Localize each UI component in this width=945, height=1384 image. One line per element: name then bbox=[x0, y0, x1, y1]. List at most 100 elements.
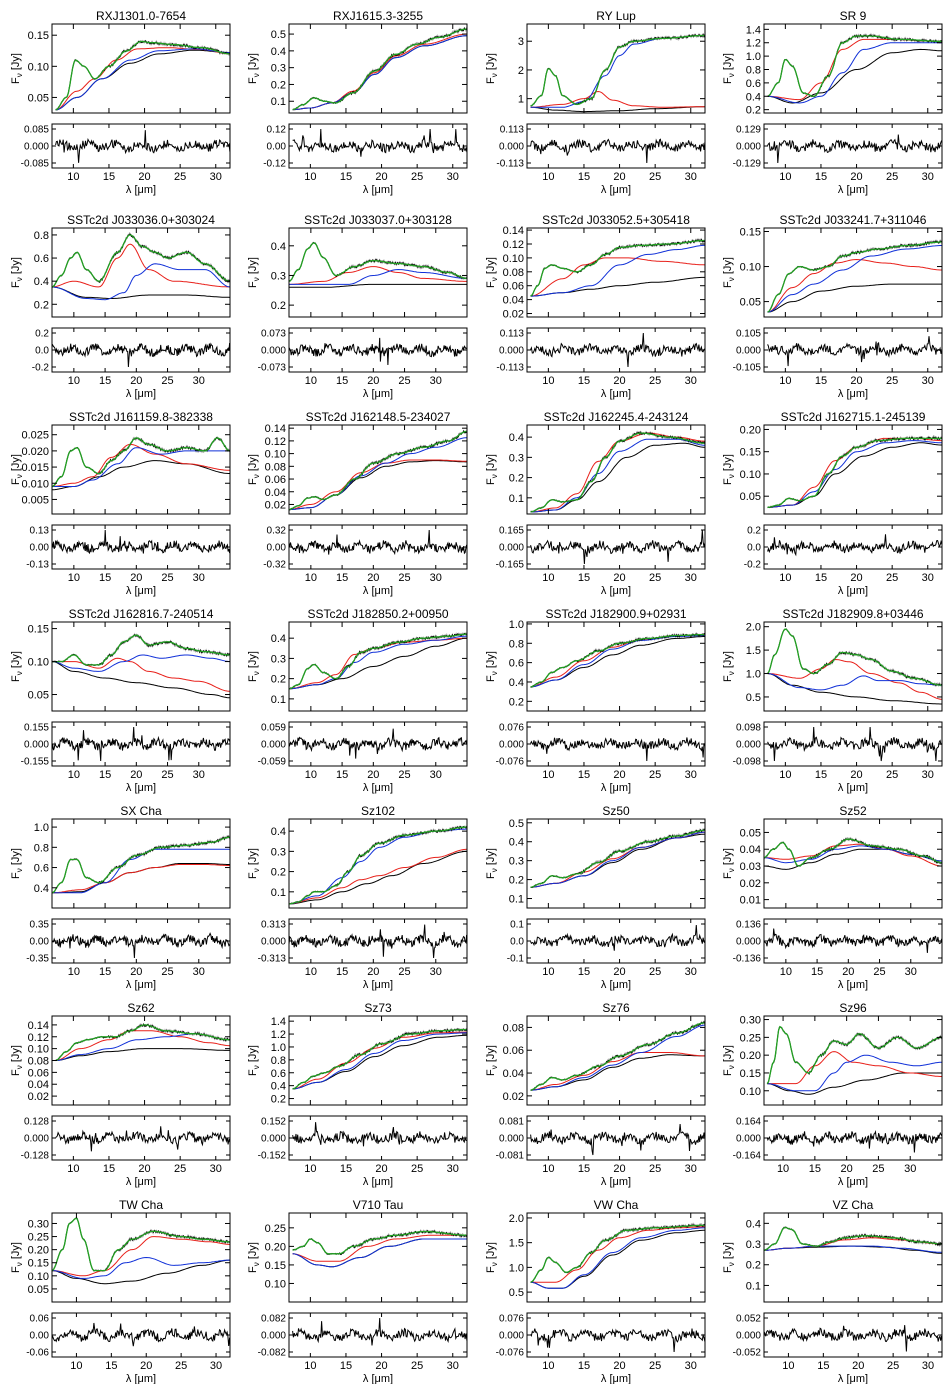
x-tick-label: 30 bbox=[685, 1360, 697, 1372]
y-axis-label: Fν [Jy] bbox=[722, 53, 736, 84]
model-total-line bbox=[767, 437, 942, 508]
x-tick-label: 10 bbox=[68, 572, 80, 584]
x-tick-label: 15 bbox=[815, 171, 827, 183]
panel-title: Sz50 bbox=[602, 804, 630, 818]
y-tick-label: 0.02 bbox=[740, 878, 761, 890]
x-axis-label: λ [μm] bbox=[838, 1176, 868, 1188]
y-tick-label: 0.2 bbox=[271, 674, 286, 686]
model-total-line bbox=[530, 829, 705, 888]
residual-tick-label: 0.000 bbox=[499, 740, 524, 751]
y-tick-label: 0.4 bbox=[509, 837, 524, 849]
y-tick-label: 0.5 bbox=[509, 818, 524, 830]
y-tick-label: 0.14 bbox=[28, 1020, 49, 1032]
residual-tick-label: -0.06 bbox=[26, 1348, 49, 1359]
observed-spectrum-line bbox=[530, 632, 705, 688]
y-axis-label: Fν [Jy] bbox=[485, 53, 499, 84]
model-total-line bbox=[767, 241, 942, 313]
residual-tick-label: 0.113 bbox=[500, 125, 525, 136]
x-tick-label: 30 bbox=[922, 1360, 934, 1372]
x-tick-label: 30 bbox=[430, 966, 442, 978]
x-tick-label: 25 bbox=[886, 572, 898, 584]
residual-tick-label: 0.000 bbox=[499, 543, 524, 554]
x-tick-label: 10 bbox=[305, 769, 317, 781]
residual-tick-label: 0.164 bbox=[736, 1117, 761, 1128]
model-component-black-line bbox=[52, 863, 230, 894]
x-axis-label: λ [μm] bbox=[126, 1176, 156, 1188]
model-component-red-line bbox=[530, 1052, 705, 1091]
x-tick-label: 20 bbox=[842, 966, 854, 978]
observed-spectrum-line bbox=[289, 632, 467, 690]
uncertainty-band bbox=[52, 436, 230, 488]
y-tick-label: 0.14 bbox=[503, 225, 524, 237]
x-tick-label: 25 bbox=[174, 171, 186, 183]
model-component-blue-line bbox=[530, 1024, 705, 1091]
residual-tick-label: -0.059 bbox=[258, 757, 287, 768]
residual-tick-label: 0.113 bbox=[500, 329, 525, 340]
x-tick-label: 30 bbox=[685, 375, 697, 387]
y-tick-label: 3 bbox=[518, 36, 524, 48]
x-tick-label: 10 bbox=[304, 1360, 316, 1372]
panel-title: SSTc2d J182900.9+02931 bbox=[545, 607, 686, 621]
y-axis-label: Fν [Jy] bbox=[10, 53, 24, 84]
model-total-line bbox=[530, 1224, 705, 1283]
model-component-blue-line bbox=[55, 48, 230, 111]
x-tick-label: 25 bbox=[161, 769, 173, 781]
panel-title: Sz52 bbox=[839, 804, 867, 818]
residual-line bbox=[767, 726, 942, 762]
residual-plot-frame bbox=[763, 524, 943, 570]
x-tick-label: 10 bbox=[780, 966, 792, 978]
x-tick-label: 10 bbox=[779, 375, 791, 387]
y-tick-label: 0.1 bbox=[271, 96, 286, 108]
sed-panel: Sz102 0.1 0.2 0.3 0.4 10 15 20 25 30 Fν [Jy] 0.313 0… bbox=[247, 804, 468, 991]
y-tick-label: 0.4 bbox=[271, 241, 286, 253]
residual-tick-label: -0.052 bbox=[733, 1348, 762, 1359]
x-tick-label: 20 bbox=[130, 375, 142, 387]
y-tick-label: 0.30 bbox=[28, 1218, 49, 1230]
x-axis-label: λ [μm] bbox=[126, 979, 156, 991]
y-tick-label: 0.2 bbox=[746, 105, 761, 117]
x-tick-label: 25 bbox=[649, 966, 661, 978]
y-tick-label: 0.05 bbox=[740, 297, 761, 309]
residual-plot-frame bbox=[288, 1115, 468, 1161]
residual-line bbox=[55, 130, 230, 163]
x-tick-label: 30 bbox=[685, 966, 697, 978]
residual-line bbox=[52, 342, 230, 368]
sed-panel: SSTc2d J182900.9+02931 0.2 0.4 0.6 0.8 1.0 10 1… bbox=[485, 607, 706, 794]
y-tick-label: 0.04 bbox=[28, 1079, 49, 1091]
y-tick-label: 0.1 bbox=[271, 887, 286, 899]
main-plot-frame bbox=[288, 424, 468, 515]
residual-tick-label: 0.32 bbox=[267, 526, 287, 537]
y-axis-label: Fν [Jy] bbox=[485, 651, 499, 682]
y-axis-label: Fν [Jy] bbox=[247, 53, 261, 84]
model-component-blue-line bbox=[292, 1238, 467, 1268]
x-tick-label: 25 bbox=[174, 1163, 186, 1175]
sed-panel: SSTc2d J162148.5-2340270.020.040.060.080… bbox=[247, 410, 468, 597]
x-tick-label: 10 bbox=[68, 375, 80, 387]
residual-tick-label: 0.000 bbox=[499, 346, 524, 357]
y-tick-label: 0.04 bbox=[503, 295, 524, 307]
residual-plot-frame bbox=[51, 918, 231, 964]
x-tick-label: 15 bbox=[340, 1163, 352, 1175]
y-tick-label: 0.05 bbox=[28, 690, 49, 702]
x-tick-label: 10 bbox=[542, 1360, 554, 1372]
residual-tick-label: 0.082 bbox=[261, 1314, 286, 1325]
residual-tick-label: 0.085 bbox=[24, 125, 49, 136]
y-tick-label: 0.10 bbox=[28, 1271, 49, 1283]
residual-tick-label: -0.152 bbox=[258, 1151, 287, 1162]
x-tick-label: 10 bbox=[779, 572, 791, 584]
x-tick-label: 30 bbox=[193, 769, 205, 781]
x-tick-label: 15 bbox=[103, 1163, 115, 1175]
model-component-blue-line bbox=[530, 244, 705, 297]
x-tick-label: 25 bbox=[649, 171, 661, 183]
residual-tick-label: 0.000 bbox=[24, 1134, 49, 1145]
model-component-black-line bbox=[530, 1229, 705, 1289]
residual-plot-frame bbox=[288, 123, 468, 169]
x-tick-label: 20 bbox=[130, 966, 142, 978]
residual-tick-label: -0.32 bbox=[263, 560, 286, 571]
y-tick-label: 0.4 bbox=[34, 883, 49, 895]
panel-title: SSTc2d J182850.2+00950 bbox=[307, 607, 448, 621]
x-axis-label: λ [μm] bbox=[363, 1373, 393, 1384]
residual-tick-label: 0.000 bbox=[261, 346, 286, 357]
y-axis-label: Fν [Jy] bbox=[722, 651, 736, 682]
y-tick-label: 0.2 bbox=[271, 300, 286, 312]
